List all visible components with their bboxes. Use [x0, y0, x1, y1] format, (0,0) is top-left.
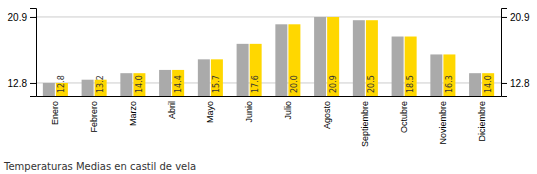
y2-tick-mark — [501, 83, 507, 84]
x-tick-label: Diciembre — [477, 101, 487, 142]
y2-tick-mark — [501, 17, 507, 18]
chart: 12.8 20.9 12.8 20.9 Enero Febrero Marzo Abril Ma… — [0, 0, 537, 174]
x-tick: Marzo — [128, 101, 138, 126]
bar — [469, 73, 481, 96]
bar — [366, 20, 378, 96]
grid-line — [36, 16, 501, 17]
plot: 12.8 20.9 12.8 20.9 Enero Febrero Marzo Abril Ma… — [8, 9, 530, 148]
bar — [250, 44, 262, 96]
x-tick-label: Abril — [167, 101, 177, 119]
y-tick-label: 20.9 — [8, 12, 28, 23]
y-axis: 12.8 20.9 — [8, 9, 37, 97]
y-axis-line — [30, 9, 37, 97]
x-tick-label: Enero — [50, 101, 60, 125]
x-tick-label: Marzo — [128, 101, 138, 126]
title: Temperaturas Medias en castil de vela — [3, 161, 196, 172]
x-tick-label: Febrero — [89, 101, 99, 133]
x-tick: Mayo — [205, 101, 215, 123]
x-axis: Enero Febrero Marzo Abril Mayo Junio Julio Agos… — [37, 97, 502, 148]
y2-axis-line — [502, 9, 508, 97]
y-tick-mark — [30, 83, 36, 84]
data-label: 13.2 — [96, 75, 105, 93]
x-tick-label: Mayo — [205, 101, 215, 123]
bar — [353, 20, 365, 96]
bar — [172, 70, 184, 96]
x-tick: Septiembre — [360, 101, 370, 147]
data-label: 18.5 — [406, 75, 415, 93]
bar — [198, 59, 210, 96]
data-label: 14.0 — [135, 75, 144, 93]
bar — [443, 54, 455, 96]
bar — [159, 70, 171, 96]
bar — [120, 73, 132, 96]
data-label: 14.4 — [174, 75, 183, 93]
x-tick: Febrero — [89, 101, 99, 133]
y2-tick: 12.8 — [501, 78, 530, 89]
data-label: 14.0 — [484, 75, 493, 93]
data-label: 17.6 — [251, 75, 260, 93]
bar — [275, 24, 287, 96]
y2-tick-label: 12.8 — [510, 78, 530, 89]
bar — [482, 73, 494, 96]
bar — [430, 54, 442, 96]
data-label: 12.8 — [57, 75, 66, 93]
y2-axis: 12.8 20.9 — [501, 9, 530, 97]
bar — [288, 24, 300, 96]
x-tick-label: Agosto — [322, 101, 332, 129]
y2-tick-label: 20.9 — [510, 12, 530, 23]
y-tick-mark — [30, 17, 36, 18]
bar — [133, 73, 145, 96]
x-tick: Junio — [244, 101, 254, 123]
x-tick-label: Julio — [283, 101, 293, 120]
series — [56, 17, 494, 96]
bar — [43, 83, 55, 96]
x-axis-line — [37, 96, 502, 97]
bar — [237, 44, 249, 96]
x-tick-label: Junio — [244, 101, 254, 123]
data-label: 20.0 — [290, 75, 299, 93]
x-tick: Abril — [167, 101, 177, 119]
bars — [43, 17, 494, 96]
x-tick-label: Septiembre — [360, 101, 370, 147]
data-label: 20.5 — [367, 75, 376, 93]
bar — [405, 37, 417, 96]
bar — [314, 17, 326, 96]
y2-tick: 20.9 — [501, 12, 530, 23]
bar — [82, 80, 94, 96]
x-tick: Julio — [283, 101, 293, 120]
x-tick: Agosto — [322, 101, 332, 129]
data-label: 16.3 — [445, 75, 454, 93]
x-tick: Noviembre — [438, 101, 448, 145]
data-labels: 12.8 13.2 14.0 14.4 15.7 17.6 20.0 20.9 20.5 18.5… — [57, 75, 492, 93]
y-tick-label: 12.8 — [8, 78, 28, 89]
series — [43, 17, 481, 96]
data-label: 15.7 — [212, 75, 221, 93]
bar — [327, 17, 339, 96]
x-tick: Enero — [50, 101, 60, 125]
x-tick-label: Octubre — [399, 101, 409, 133]
y-tick: 12.8 — [8, 78, 36, 89]
x-tick: Octubre — [399, 101, 409, 133]
x-tick-label: Noviembre — [438, 101, 448, 145]
y-tick: 20.9 — [8, 12, 36, 23]
bar — [211, 59, 223, 96]
x-tick: Diciembre — [477, 101, 487, 142]
data-label: 20.9 — [329, 75, 338, 93]
bar — [392, 37, 404, 96]
